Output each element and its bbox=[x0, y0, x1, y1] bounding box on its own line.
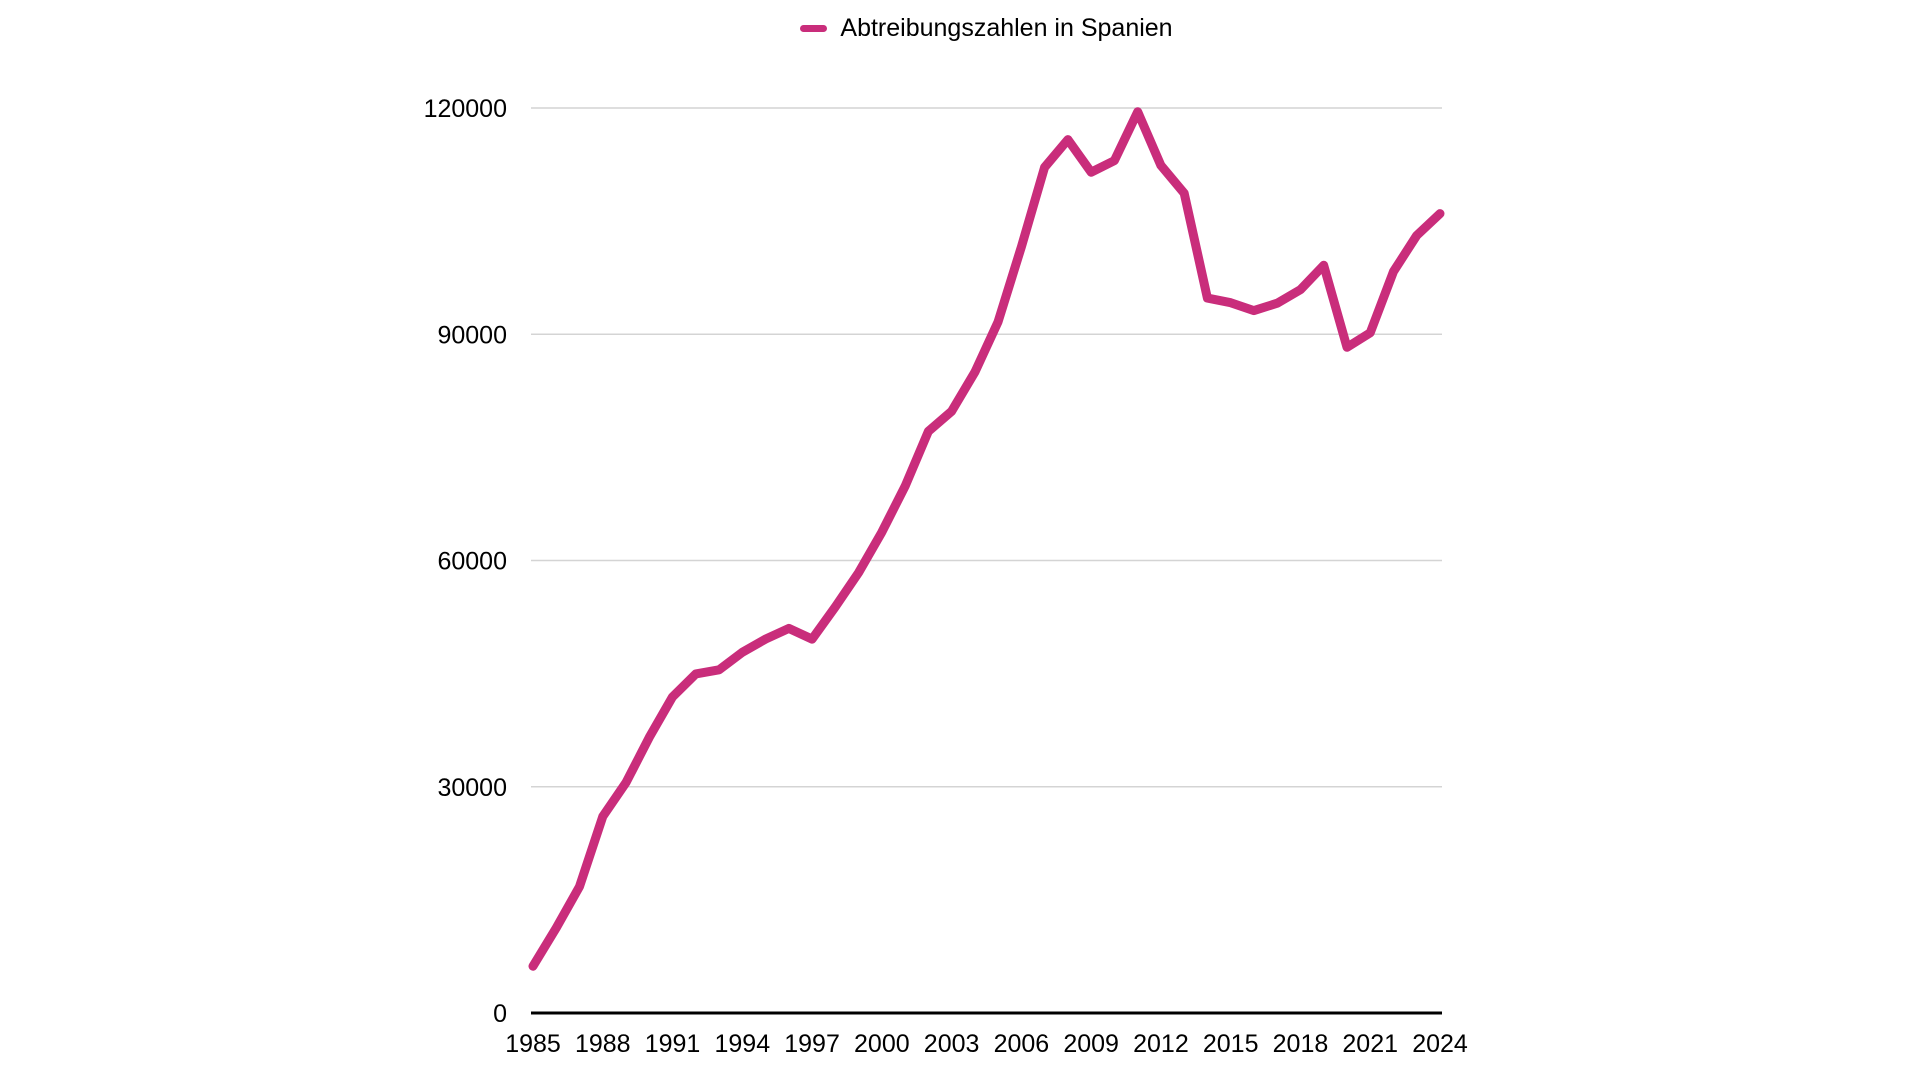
y-tick-label: 60000 bbox=[437, 548, 507, 576]
series-line-abtreibungszahlen bbox=[528, 107, 1445, 971]
x-tick-label: 2018 bbox=[1273, 1030, 1329, 1058]
x-tick-label: 2024 bbox=[1412, 1030, 1468, 1058]
x-tick-label: 2009 bbox=[1063, 1030, 1119, 1058]
x-tick-label: 2003 bbox=[924, 1030, 980, 1058]
y-tick-label: 90000 bbox=[437, 321, 507, 349]
x-tick-label: 1985 bbox=[505, 1030, 561, 1058]
x-tick-label: 1988 bbox=[575, 1030, 631, 1058]
y-tick-label: 0 bbox=[493, 1000, 507, 1028]
x-tick-label: 2015 bbox=[1203, 1030, 1259, 1058]
x-tick-label: 1994 bbox=[714, 1030, 770, 1058]
legend: Abtreibungszahlen in Spanien bbox=[533, 12, 1440, 44]
y-tick-label: 30000 bbox=[437, 774, 507, 802]
legend-label: Abtreibungszahlen in Spanien bbox=[840, 14, 1173, 42]
x-tick-label: 2012 bbox=[1133, 1030, 1189, 1058]
x-tick-label: 2006 bbox=[994, 1030, 1050, 1058]
y-tick-label: 120000 bbox=[424, 95, 507, 123]
x-tick-label: 2000 bbox=[854, 1030, 910, 1058]
legend-line-swatch bbox=[800, 24, 828, 32]
x-tick-label: 2021 bbox=[1342, 1030, 1398, 1058]
x-tick-label: 1997 bbox=[784, 1030, 840, 1058]
x-tick-label: 1991 bbox=[645, 1030, 701, 1058]
